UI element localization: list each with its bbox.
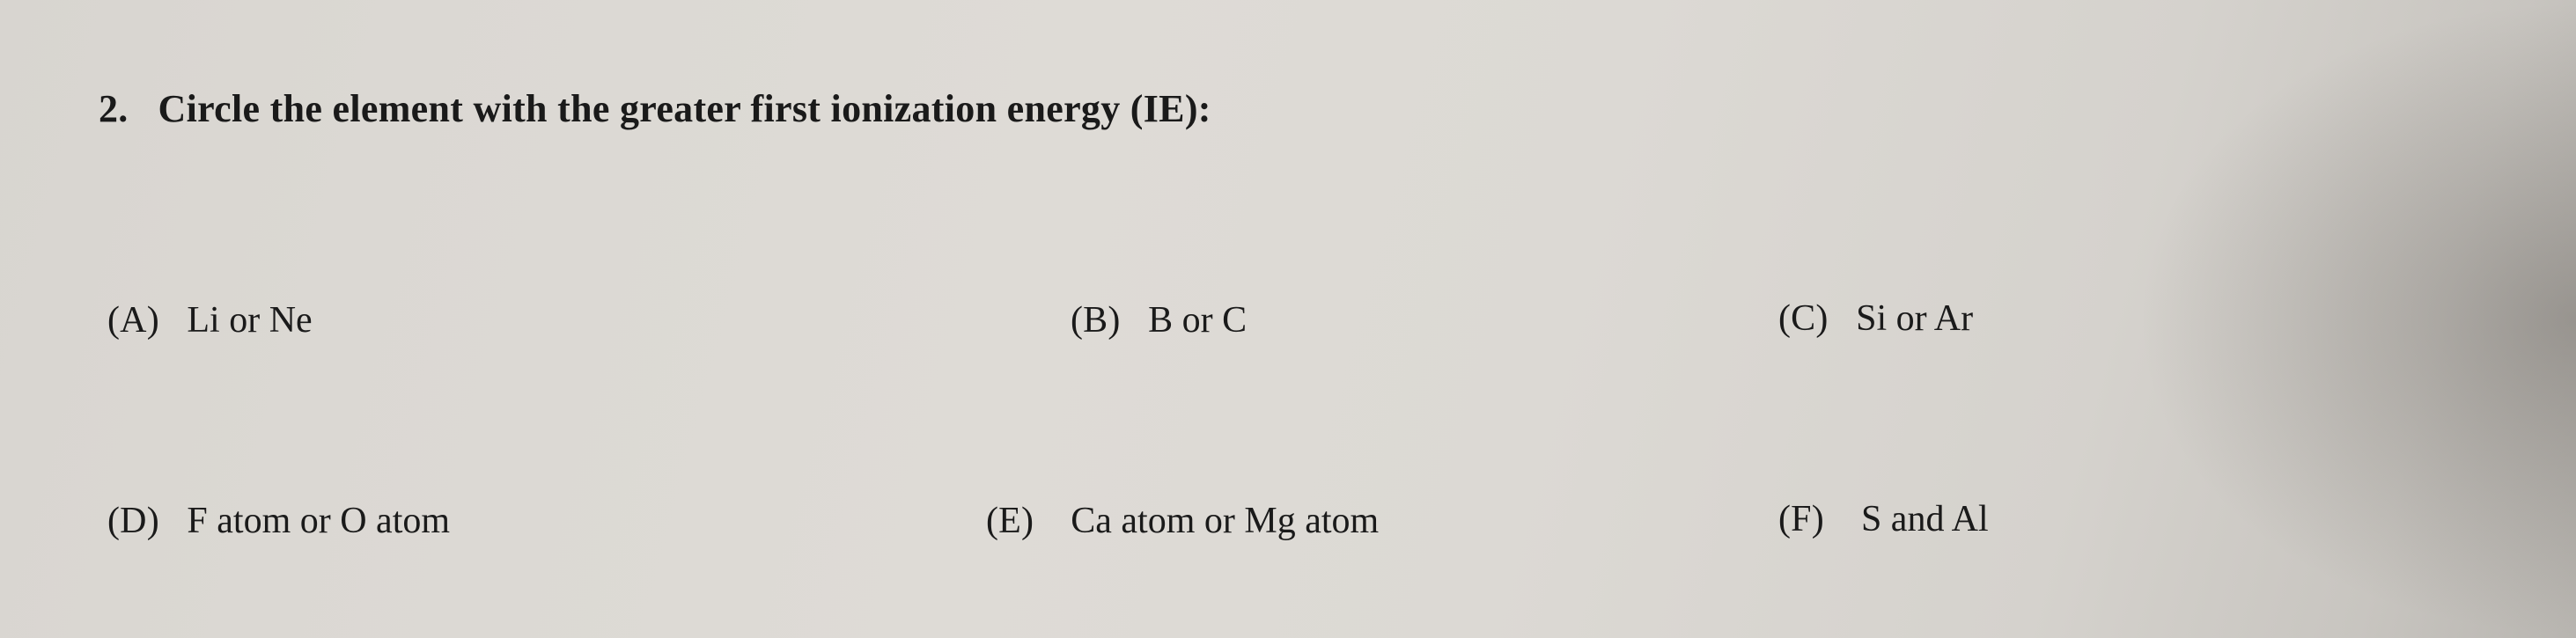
option-a: (A) Li or Ne — [107, 299, 313, 341]
option-f-text: S and Al — [1861, 499, 1989, 539]
option-b: (B) B or C — [1071, 299, 1247, 341]
option-f-label: (F) — [1778, 499, 1824, 539]
option-c-label: (C) — [1778, 298, 1829, 339]
option-a-label: (A) — [107, 300, 159, 341]
option-e-label: (E) — [986, 501, 1034, 541]
question-number: 2. — [99, 87, 129, 130]
option-b-text: B or C — [1148, 300, 1247, 341]
option-d-label: (D) — [107, 501, 159, 541]
option-b-label: (B) — [1071, 300, 1121, 341]
option-d: (D) F atom or O atom — [107, 500, 450, 542]
question-prompt: 2. Circle the element with the greater f… — [99, 86, 1211, 131]
question-text: Circle the element with the greater firs… — [158, 87, 1211, 130]
option-f: (F) S and Al — [1778, 498, 1989, 540]
option-c-text: Si or Ar — [1856, 298, 1973, 339]
option-e: (E) Ca atom or Mg atom — [986, 500, 1379, 542]
option-c: (C) Si or Ar — [1778, 297, 1973, 340]
option-e-text: Ca atom or Mg atom — [1071, 501, 1379, 541]
option-d-text: F atom or O atom — [187, 501, 450, 541]
worksheet-content: 2. Circle the element with the greater f… — [0, 0, 2576, 638]
option-a-text: Li or Ne — [187, 300, 312, 341]
